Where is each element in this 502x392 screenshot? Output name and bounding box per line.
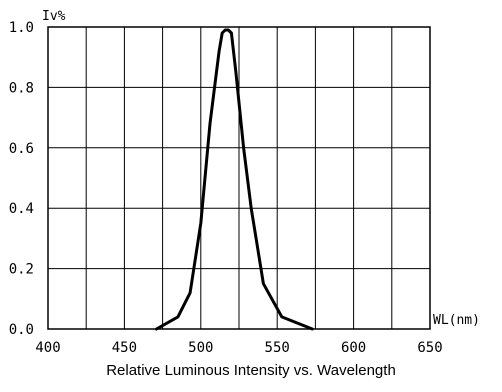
x-tick-label: 400 xyxy=(35,340,60,356)
y-tick-label: 0.0 xyxy=(9,322,34,338)
x-tick-label: 550 xyxy=(265,340,290,356)
x-axis-label: WL(nm) xyxy=(433,313,480,328)
y-tick-label: 1.0 xyxy=(9,20,34,36)
tick-labels: 0.0 0.2 0.4 0.6 0.8 1.0 400 450 500 550 600 650 xyxy=(9,20,443,356)
x-tick-label: 450 xyxy=(112,340,137,356)
x-tick-label: 600 xyxy=(341,340,366,356)
y-tick-label: 0.2 xyxy=(9,262,34,278)
series-layer xyxy=(155,28,314,331)
y-tick-label: 0.4 xyxy=(9,201,34,217)
plot-frame xyxy=(47,26,431,330)
series-line xyxy=(155,28,314,331)
grid xyxy=(48,27,430,329)
x-tick-label: 500 xyxy=(188,340,213,356)
chart-title: Relative Luminous Intensity vs. Waveleng… xyxy=(106,362,396,379)
plot-border xyxy=(47,26,431,330)
y-tick-label: 0.8 xyxy=(9,80,34,96)
x-tick-label: 650 xyxy=(417,340,442,356)
y-tick-label: 0.6 xyxy=(9,141,34,157)
y-axis-label: Iv% xyxy=(42,9,66,24)
